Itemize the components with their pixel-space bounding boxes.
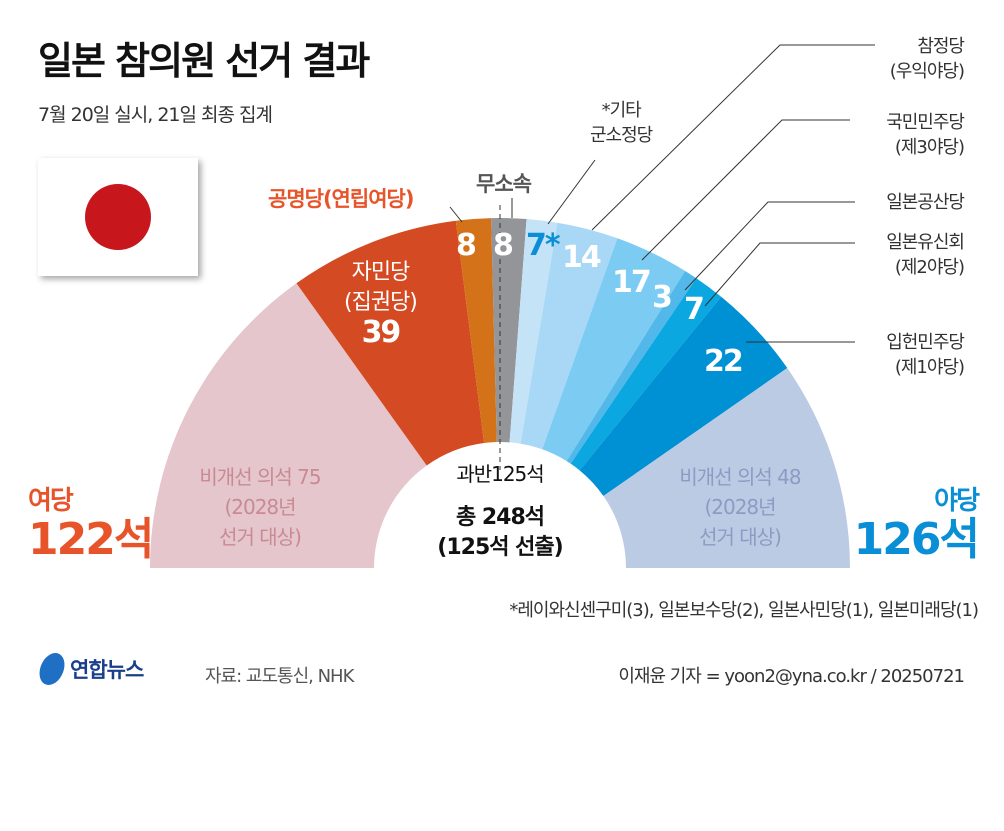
- value-independent: 8: [493, 228, 514, 263]
- label-jcp: 일본공산당: [886, 192, 965, 213]
- leader-ishin: [704, 242, 855, 307]
- subtitle: 7월 20일 실시, 21일 최종 집계: [38, 104, 273, 126]
- source: 자료: 교도통신, NHK: [205, 666, 354, 687]
- value-ishin: 7: [684, 292, 705, 327]
- segment-5: [520, 222, 618, 450]
- yonhap-logo-icon: [36, 653, 68, 685]
- majority-label: 과반125석: [456, 462, 544, 486]
- segment-4: [509, 219, 558, 444]
- segment-10: [603, 368, 850, 568]
- label-ishin: 일본유신회 (제2야당): [886, 232, 965, 278]
- value-komeito: 8: [456, 228, 477, 263]
- page-title: 일본 참의원 선거 결과: [38, 39, 370, 83]
- footnote: *레이와신센구미(3), 일본보수당(2), 일본사민당(1), 일본미래당(1…: [509, 600, 979, 621]
- value-jcp: 3: [652, 280, 673, 315]
- segment-2: [455, 218, 497, 444]
- japan-flag-icon: [38, 158, 198, 276]
- leader-dpfp: [641, 119, 850, 261]
- label-komeito: 공명당(연립여당): [268, 187, 414, 211]
- label-sanseito: 참정당 (우익야당): [889, 36, 965, 82]
- value-sanseito: 14: [562, 240, 602, 275]
- label-other: *기타 군소정당: [590, 100, 653, 146]
- total-seats: 총 248석 (125석 선출): [437, 505, 563, 560]
- label-cdp: 입헌민주당 (제1야당): [886, 332, 965, 378]
- opposition-total: 야당 126석: [853, 486, 980, 565]
- leader-lines: [449, 44, 875, 343]
- segment-9: [579, 296, 788, 497]
- value-cdp: 22: [704, 344, 744, 379]
- segment-7: [566, 270, 697, 464]
- ruling-total: 여당 122석: [28, 486, 154, 565]
- credit: 이재윤 기자 = yoon2@yna.co.kr / 20250721: [618, 666, 965, 687]
- label-independent: 무소속: [476, 172, 532, 196]
- label-noncontested-right: 비개선 의석 48 (2028년 선거 대상): [679, 465, 801, 549]
- leader-komeito: [449, 206, 463, 223]
- segment-0: [150, 283, 427, 568]
- leader-other: [547, 159, 596, 225]
- segment-6: [542, 238, 686, 462]
- leader-sanseito: [591, 44, 875, 231]
- label-dpfp: 국민민주당 (제3야당): [886, 112, 965, 158]
- segment-8: [570, 278, 722, 471]
- logo: 연합뉴스: [36, 653, 144, 685]
- label-ldp: 자민당 (집권당) 39: [344, 260, 418, 350]
- label-noncontested-left: 비개선 의석 75 (2028년 선거 대상): [199, 465, 321, 549]
- segment-1: [296, 220, 485, 466]
- leader-jcp: [684, 201, 855, 291]
- value-dpfp: 17: [612, 265, 652, 300]
- value-other: 7*: [526, 228, 561, 263]
